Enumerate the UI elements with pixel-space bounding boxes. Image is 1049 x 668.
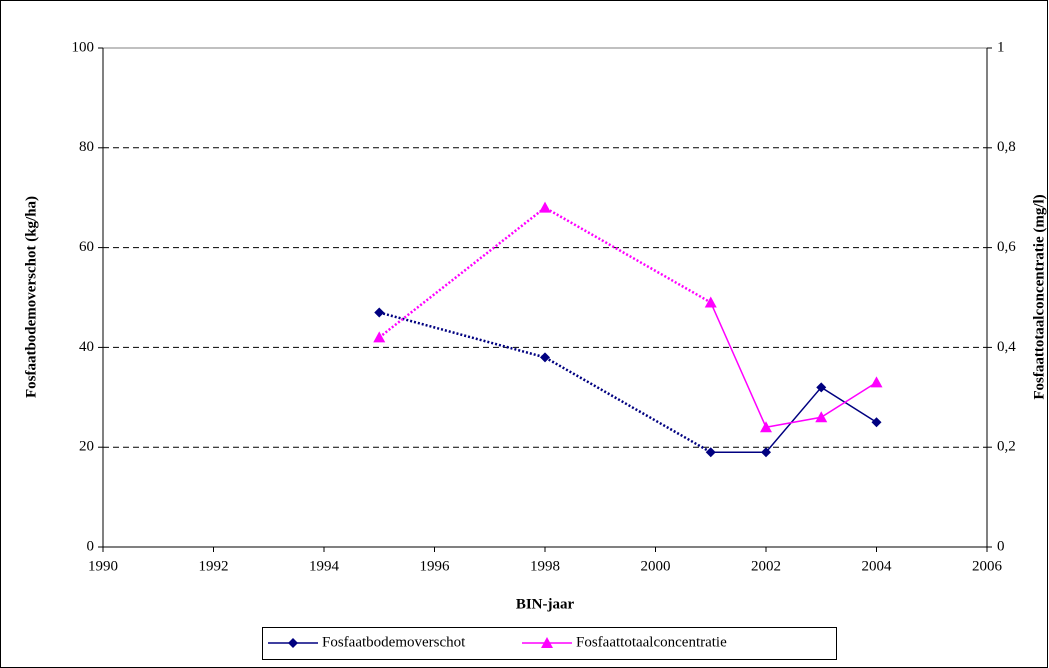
line-dashed [378,311,712,454]
marker [760,421,772,433]
marker [540,352,550,363]
line [710,302,877,429]
marker [871,417,882,428]
y-tick-label: 60 [79,239,94,255]
y-axis-title: Fosfaatbodemoverschot (kg/ha) [23,196,39,398]
x-tick-label: 1992 [199,558,229,574]
marker [815,411,828,423]
y-tick-label: 100 [72,39,95,55]
marker [704,296,717,308]
marker [870,376,883,388]
y-tick-label: 80 [79,139,94,155]
legend-label: Fosfaattotaalconcentratie [576,634,727,650]
y-tick-label: 20 [79,439,94,455]
y2-tick-label: 0,6 [997,239,1016,255]
x-tick-label: 1996 [420,558,451,574]
marker [373,331,386,343]
y-tick-label: 0 [87,538,95,554]
x-tick-label: 1994 [309,558,340,574]
marker [761,447,771,458]
y-tick-label: 40 [79,339,94,355]
x-axis-title: BIN-jaar [516,596,575,612]
y2-tick-label: 0,4 [997,339,1016,355]
plot-area [102,47,988,548]
marker [705,447,716,458]
line [710,386,877,453]
x-tick-label: 1990 [88,558,118,574]
x-tick-label: 2002 [751,558,781,574]
marker [374,307,385,318]
x-tick-label: 1998 [530,558,560,574]
y2-tick-label: 0,8 [997,139,1016,155]
y2-tick-label: 1 [997,39,1005,55]
x-tick-label: 2000 [641,558,671,574]
y2-axis-title: Fosfaattotaalconcentratie (mg/l) [1031,194,1047,399]
x-tick-label: 2006 [972,558,1003,574]
marker [816,382,827,393]
y2-tick-label: 0 [997,538,1005,554]
x-tick-label: 2004 [862,558,893,574]
marker [539,201,551,213]
legend-marker [288,638,298,648]
legend-label: Fosfaatbodemoverschot [322,634,466,650]
line-dashed [378,206,712,339]
legend-marker [541,637,553,648]
y2-tick-label: 0,2 [997,439,1016,455]
